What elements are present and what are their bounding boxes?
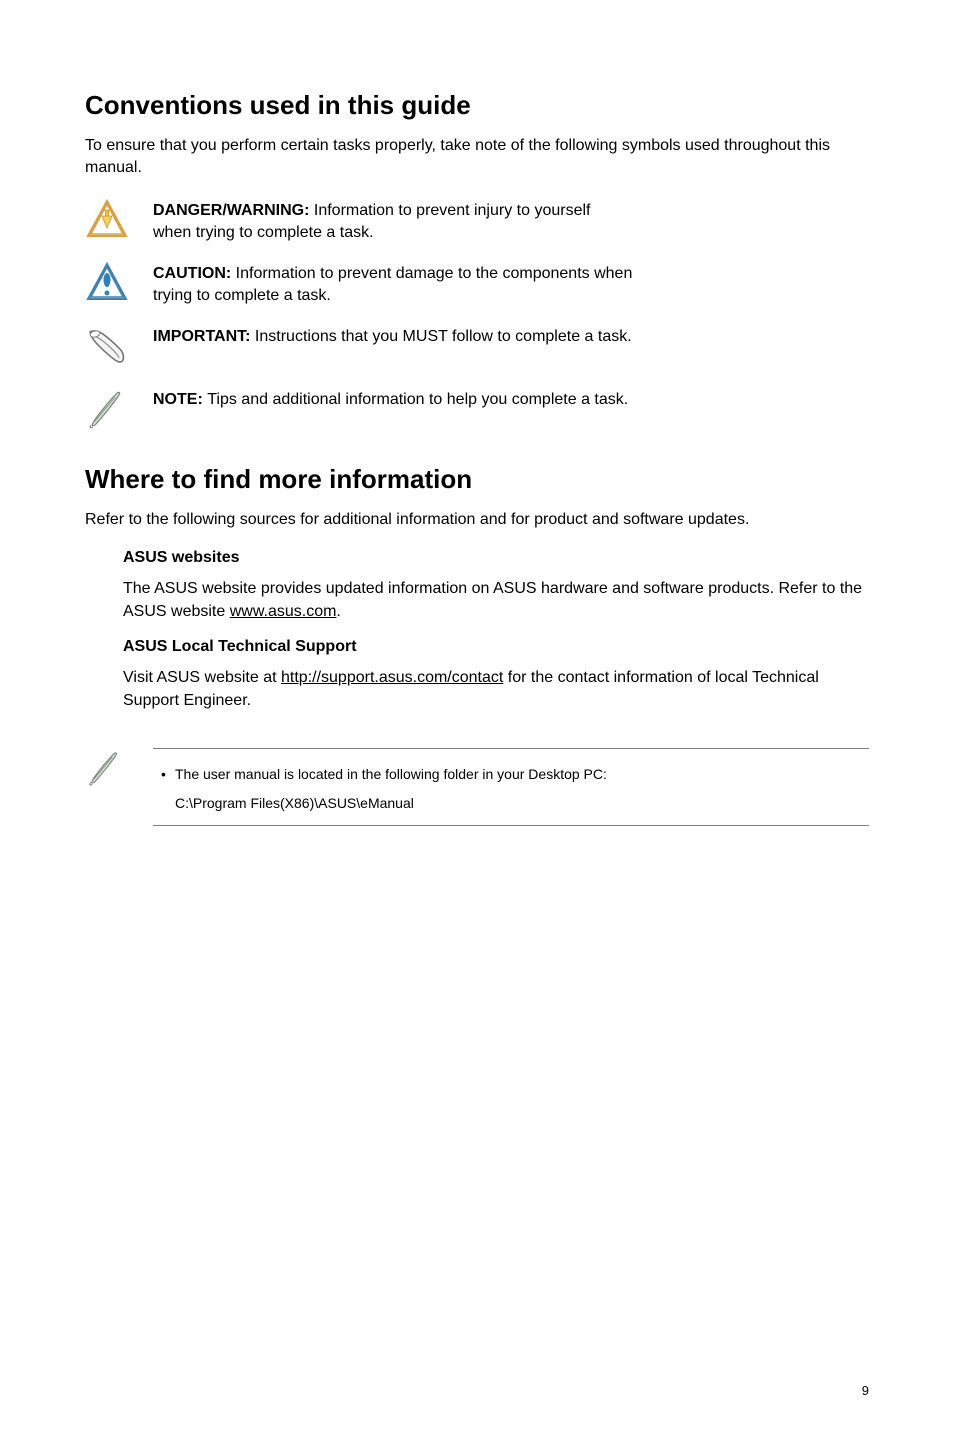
- conventions-list: DANGER/WARNING: Information to prevent i…: [85, 198, 869, 436]
- note-icon: [85, 387, 135, 436]
- convention-text: NOTE: Tips and additional information to…: [153, 387, 628, 411]
- note-content: •The user manual is located in the follo…: [153, 748, 869, 826]
- manual-location-note: •The user manual is located in the follo…: [85, 748, 869, 826]
- where-to-find-heading: Where to find more information: [85, 464, 869, 495]
- asus-support-link[interactable]: http://support.asus.com/contact: [281, 669, 503, 686]
- bullet-icon: •: [161, 763, 175, 785]
- asus-website-link[interactable]: www.asus.com: [230, 603, 337, 620]
- conventions-intro: To ensure that you perform certain tasks…: [85, 135, 869, 180]
- asus-websites-heading: ASUS websites: [123, 549, 869, 567]
- asus-websites-text: The ASUS website provides updated inform…: [123, 577, 869, 623]
- where-to-find-section: Where to find more information Refer to …: [85, 464, 869, 712]
- conventions-heading: Conventions used in this guide: [85, 90, 869, 121]
- divider-bottom: [153, 825, 869, 826]
- convention-text: DANGER/WARNING: Information to prevent i…: [153, 198, 633, 245]
- asus-support-heading: ASUS Local Technical Support: [123, 638, 869, 656]
- convention-row: NOTE: Tips and additional information to…: [85, 387, 869, 436]
- note-bullet-line: •The user manual is located in the follo…: [161, 763, 869, 785]
- convention-label: IMPORTANT:: [153, 328, 255, 345]
- convention-label: CAUTION:: [153, 265, 236, 282]
- note-icon: [85, 748, 135, 793]
- convention-desc: Instructions that you MUST follow to com…: [255, 328, 632, 345]
- convention-text: IMPORTANT: Instructions that you MUST fo…: [153, 324, 632, 348]
- caution-icon: [85, 261, 135, 310]
- page-number: 9: [862, 1383, 869, 1398]
- convention-label: DANGER/WARNING:: [153, 202, 314, 219]
- note-path-line: C:\Program Files(X86)\ASUS\eManual: [175, 795, 869, 811]
- convention-row: CAUTION: Information to prevent damage t…: [85, 261, 869, 310]
- asus-support-text: Visit ASUS website at http://support.asu…: [123, 666, 869, 712]
- convention-row: IMPORTANT: Instructions that you MUST fo…: [85, 324, 869, 373]
- danger-warning-icon: [85, 198, 135, 247]
- sources-block: ASUS websites The ASUS website provides …: [123, 549, 869, 712]
- divider-top: [153, 748, 869, 749]
- where-to-find-intro: Refer to the following sources for addit…: [85, 509, 869, 531]
- convention-row: DANGER/WARNING: Information to prevent i…: [85, 198, 869, 247]
- important-icon: [85, 324, 135, 373]
- convention-desc: Tips and additional information to help …: [207, 391, 628, 408]
- convention-text: CAUTION: Information to prevent damage t…: [153, 261, 633, 308]
- convention-label: NOTE:: [153, 391, 207, 408]
